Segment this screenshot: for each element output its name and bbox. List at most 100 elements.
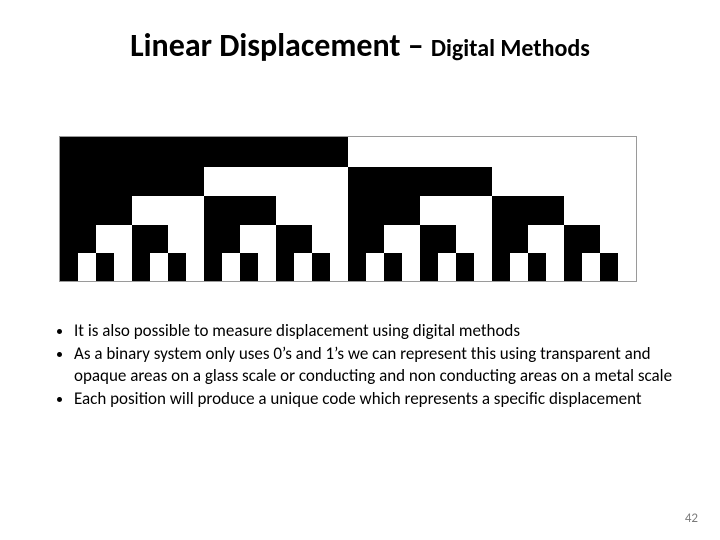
encoder-cell [60,196,78,225]
encoder-cell [546,225,564,253]
encoder-cell [600,167,618,196]
encoder-cell [222,137,240,167]
encoder-cell [60,225,78,253]
encoder-cell [618,167,636,196]
encoder-cell [258,253,276,281]
encoder-cell [492,196,510,225]
encoder-cell [474,137,492,167]
encoder-cell [420,196,438,225]
encoder-cell [348,137,366,167]
encoder-cell [492,167,510,196]
encoder-cell [384,167,402,196]
encoder-cell [366,225,384,253]
encoder-cell [78,196,96,225]
encoder-cell [168,225,186,253]
encoder-cell [258,137,276,167]
encoder-cell [546,196,564,225]
encoder-cell [150,196,168,225]
encoder-cell [222,225,240,253]
encoder-cell [276,196,294,225]
encoder-cell [168,196,186,225]
encoder-cell [204,253,222,281]
encoder-cell [348,167,366,196]
encoder-cell [186,196,204,225]
encoder-cell [546,253,564,281]
slide: Linear Displacement – Digital Methods It… [0,0,720,540]
encoder-cell [294,225,312,253]
encoder-cell [132,137,150,167]
encoder-cell [456,167,474,196]
encoder-cell [78,167,96,196]
encoder-cell [330,196,348,225]
encoder-cell [114,196,132,225]
encoder-cell [96,225,114,253]
encoder-cell [258,196,276,225]
encoder-cell [402,167,420,196]
encoder-cell [240,253,258,281]
encoder-cell [582,167,600,196]
encoder-cell [186,253,204,281]
encoder-cell [420,253,438,281]
encoder-cell [132,167,150,196]
encoder-cell [510,253,528,281]
encoder-cell [294,196,312,225]
encoder-cell [528,167,546,196]
encoder-cell [348,225,366,253]
encoder-cell [60,167,78,196]
encoder-cell [204,196,222,225]
encoder-cell [60,137,78,167]
encoder-cell [438,253,456,281]
encoder-cell [96,137,114,167]
encoder-cell [510,196,528,225]
encoder-cell [168,167,186,196]
encoder-cell [168,253,186,281]
encoder-cell [600,253,618,281]
encoder-cell [474,167,492,196]
encoder-cell [204,167,222,196]
encoder-cell [132,196,150,225]
encoder-cell [402,137,420,167]
encoder-cell [438,196,456,225]
encoder-cell [60,253,78,281]
encoder-cell [276,253,294,281]
encoder-cell [150,253,168,281]
encoder-cell [186,137,204,167]
encoder-cell [222,167,240,196]
bullet-item: It is also possible to measure displacem… [74,320,674,341]
encoder-cell [456,196,474,225]
encoder-cell [132,225,150,253]
encoder-cell [618,196,636,225]
encoder-cell [330,253,348,281]
encoder-cell [258,167,276,196]
encoder-cell [582,196,600,225]
encoder-cell [240,137,258,167]
encoder-cell [204,137,222,167]
encoder-cell [420,167,438,196]
encoder-cell [402,196,420,225]
encoder-cell [366,253,384,281]
encoder-cell [474,253,492,281]
encoder-cell [456,253,474,281]
encoder-cell [492,253,510,281]
encoder-cell [546,137,564,167]
encoder-cell [312,137,330,167]
encoder-cell [294,253,312,281]
encoder-cell [96,253,114,281]
encoder-row [60,253,636,281]
encoder-cell [384,253,402,281]
encoder-cell [114,253,132,281]
encoder-cell [150,225,168,253]
encoder-row [60,167,636,196]
encoder-cell [600,137,618,167]
bullet-list: It is also possible to measure displacem… [46,320,674,411]
encoder-cell [420,137,438,167]
encoder-cell [330,137,348,167]
encoder-cell [186,225,204,253]
encoder-cell [96,167,114,196]
encoder-cell [114,225,132,253]
bullet-item: Each position will produce a unique code… [74,388,674,409]
encoder-cell [222,196,240,225]
encoder-cell [564,137,582,167]
encoder-cell [618,225,636,253]
encoder-cell [474,225,492,253]
